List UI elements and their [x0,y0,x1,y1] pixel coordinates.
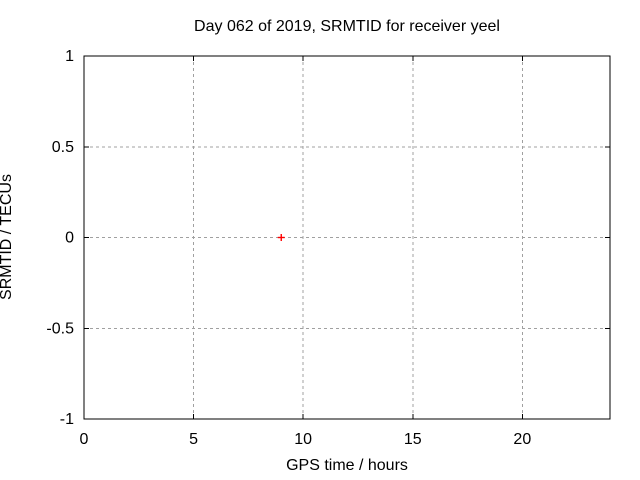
y-tick-label: -0.5 [46,320,74,337]
grid-lines [84,56,610,419]
x-axis-label: GPS time / hours [286,457,408,474]
x-tick-label: 5 [189,431,198,448]
y-tick-label: 0 [65,230,74,247]
y-tick-label: 0.5 [52,139,74,156]
chart-title: Day 062 of 2019, SRMTID for receiver yee… [194,18,500,35]
axis-tick-labels: 0 5 10 15 20 -1 -0.5 0 0.5 1 [46,48,531,448]
x-tick-label: 10 [294,431,312,448]
y-tick-label: 1 [65,48,74,65]
axis-tick-marks [83,55,610,420]
x-tick-label: 20 [513,431,531,448]
data-point-marker [277,234,285,241]
y-tick-label: -1 [60,411,74,428]
y-axis-label: SRMTID / TECUs [0,174,15,300]
data-points [277,234,285,241]
x-tick-label: 0 [80,431,89,448]
x-tick-label: 15 [404,431,422,448]
